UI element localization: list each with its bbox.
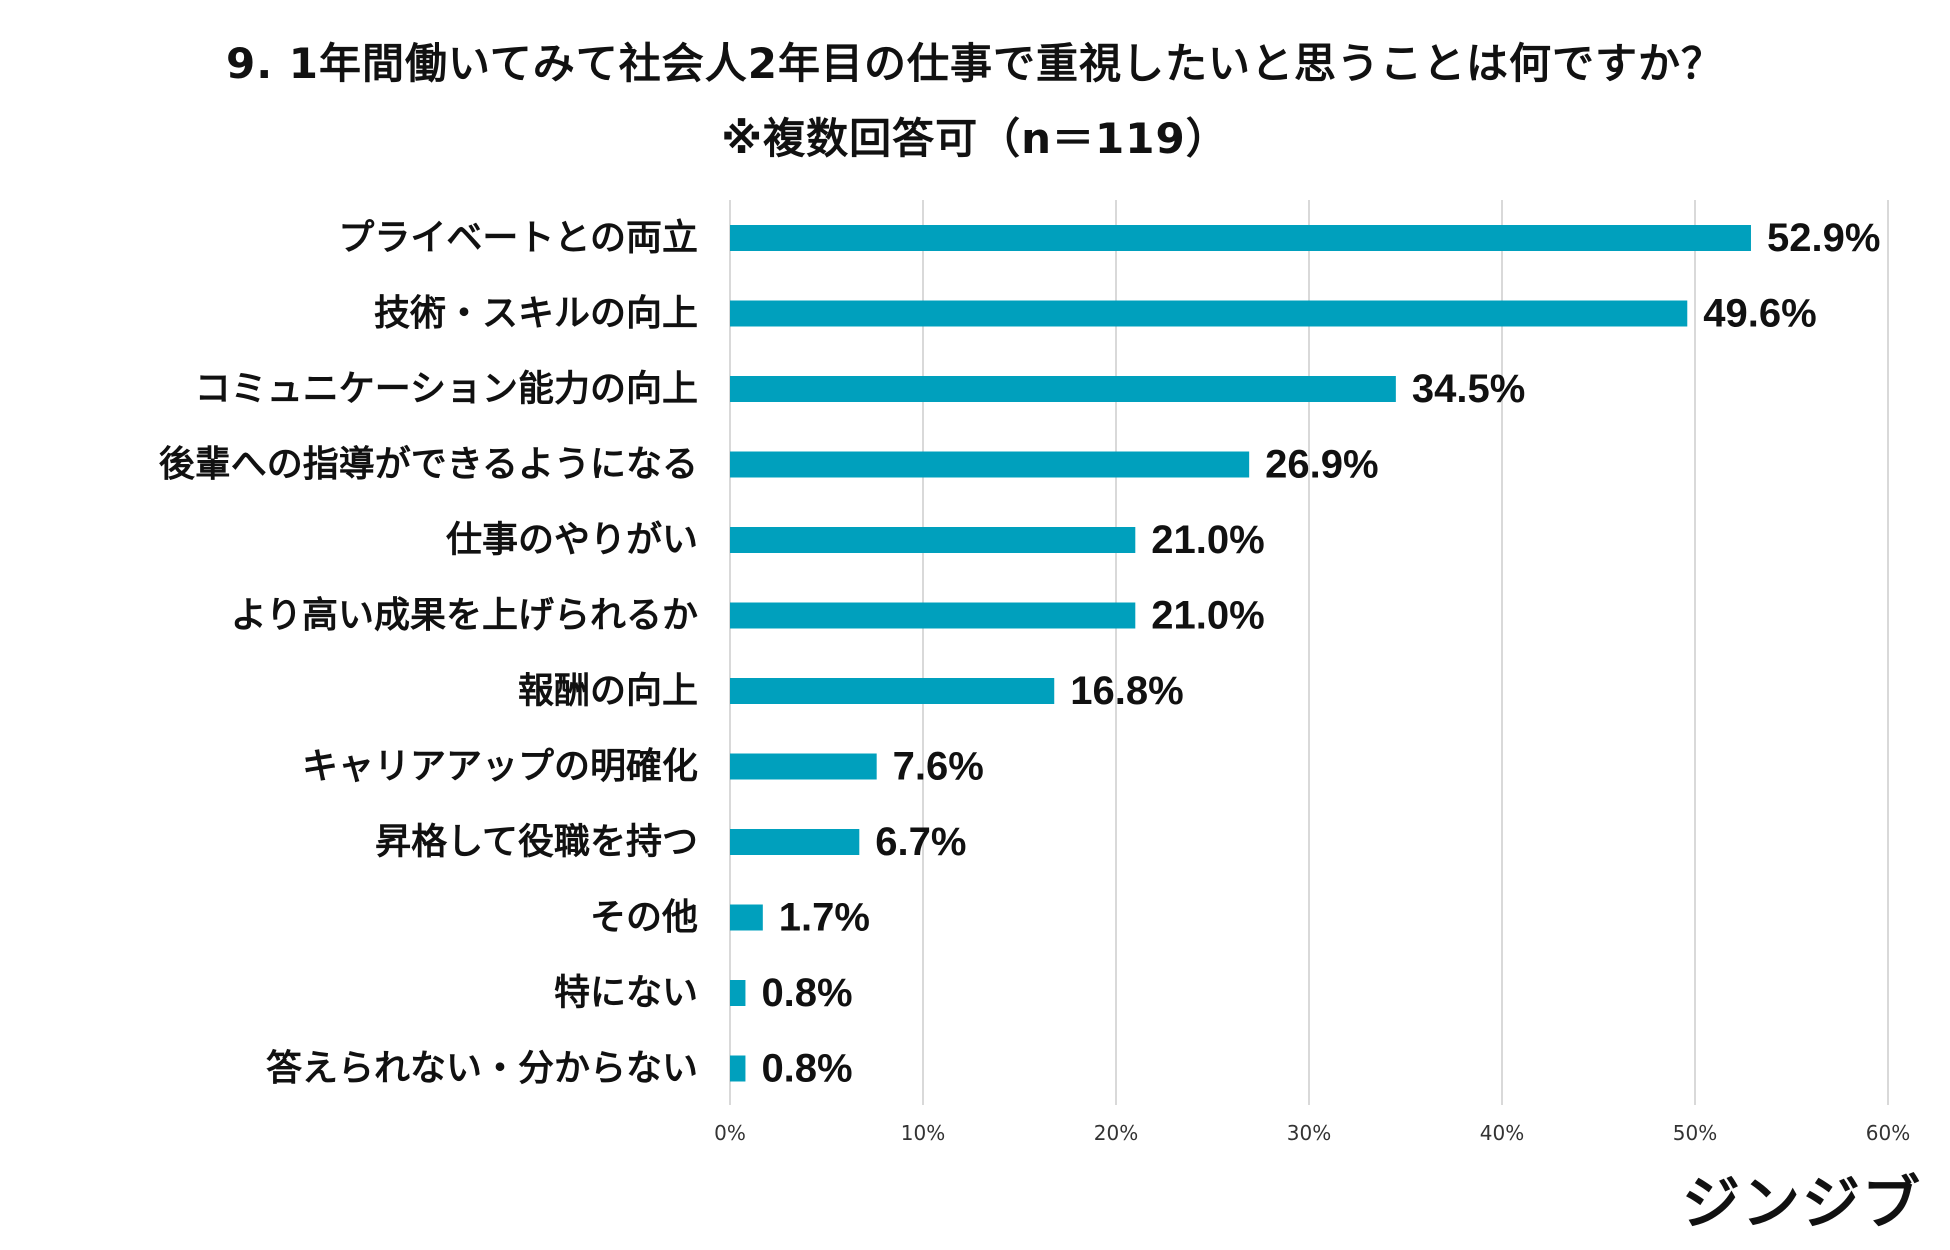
bar-4 bbox=[730, 527, 1136, 553]
data-label-9: 1.7% bbox=[779, 896, 870, 940]
bar-3 bbox=[730, 451, 1250, 478]
x-tick-label-60: 60% bbox=[1866, 1121, 1910, 1145]
bar-10 bbox=[730, 980, 746, 1006]
category-label-2: コミュニケーション能力の向上 bbox=[195, 369, 698, 410]
data-label-2: 34.5% bbox=[1412, 367, 1525, 411]
category-label-7: キャリアアップの明確化 bbox=[302, 746, 698, 787]
bar-2 bbox=[730, 376, 1396, 402]
x-tick-label-30: 30% bbox=[1287, 1121, 1331, 1145]
bar-11 bbox=[730, 1055, 746, 1082]
bar-1 bbox=[730, 300, 1688, 327]
bar-9 bbox=[730, 904, 763, 931]
chart-subtitle: ※複数回答可（n＝119） bbox=[721, 114, 1229, 163]
data-label-0: 52.9% bbox=[1767, 216, 1880, 260]
bar-6 bbox=[730, 678, 1055, 704]
data-label-7: 7.6% bbox=[893, 745, 984, 789]
category-label-6: 報酬の向上 bbox=[518, 671, 698, 712]
data-label-5: 21.0% bbox=[1151, 594, 1264, 638]
x-tick-label-50: 50% bbox=[1673, 1121, 1717, 1145]
bar-7 bbox=[730, 753, 877, 780]
data-label-3: 26.9% bbox=[1265, 443, 1378, 487]
category-label-0: プライベートとの両立 bbox=[338, 218, 698, 259]
data-label-1: 49.6% bbox=[1703, 292, 1816, 336]
data-label-6: 16.8% bbox=[1070, 669, 1183, 713]
category-label-5: より高い成果を上げられるか bbox=[231, 595, 698, 636]
bar-5 bbox=[730, 602, 1136, 629]
bar-0 bbox=[730, 225, 1751, 251]
x-tick-label-40: 40% bbox=[1480, 1121, 1524, 1145]
category-label-1: 技術・スキルの向上 bbox=[374, 293, 698, 334]
data-label-4: 21.0% bbox=[1151, 518, 1264, 562]
x-tick-label-10: 10% bbox=[901, 1121, 945, 1145]
x-tick-label-20: 20% bbox=[1094, 1121, 1138, 1145]
category-label-10: 特にない bbox=[554, 973, 698, 1014]
category-label-3: 後輩への指導ができるようになる bbox=[159, 444, 698, 485]
bar-8 bbox=[730, 829, 860, 855]
category-label-9: その他 bbox=[590, 897, 698, 938]
data-label-10: 0.8% bbox=[761, 971, 852, 1015]
data-label-11: 0.8% bbox=[761, 1047, 852, 1091]
category-label-11: 答えられない・分からない bbox=[266, 1048, 698, 1089]
chart-title: 9. 1年間働いてみて社会人2年目の仕事で重視したいと思うことは何ですか？ bbox=[226, 39, 1724, 88]
data-label-8: 6.7% bbox=[875, 820, 966, 864]
category-label-4: 仕事のやりがい bbox=[446, 520, 698, 561]
category-label-8: 昇格して役職を持つ bbox=[375, 822, 698, 863]
x-tick-label-0: 0% bbox=[714, 1121, 746, 1145]
brand-logo: ジンジブ bbox=[1681, 1169, 1922, 1237]
